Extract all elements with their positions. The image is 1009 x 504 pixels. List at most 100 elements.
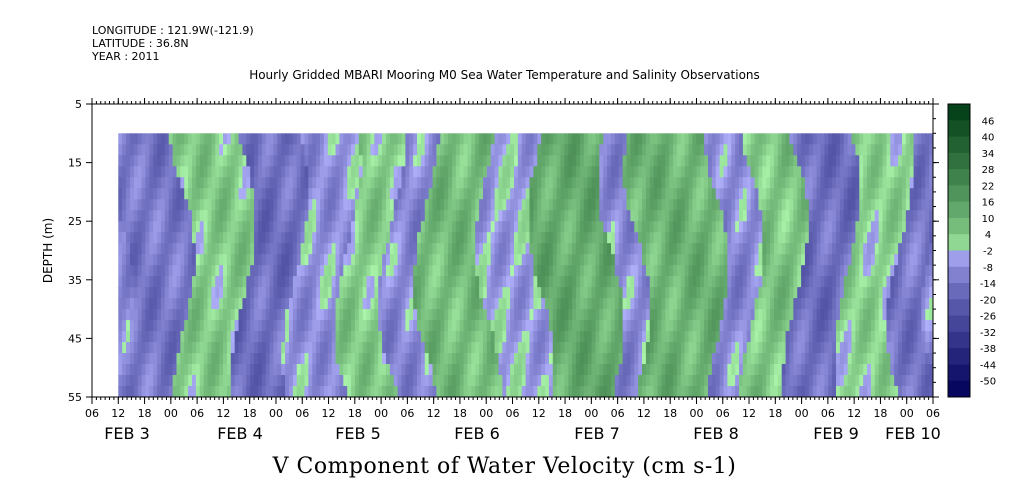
heatmap-cell bbox=[424, 386, 430, 397]
heatmap-cell bbox=[742, 177, 748, 189]
heatmap-cell bbox=[867, 265, 872, 277]
heatmap-cell bbox=[385, 287, 391, 299]
heatmap-cell bbox=[707, 331, 713, 343]
heatmap-cell bbox=[250, 155, 255, 167]
heatmap-cell bbox=[610, 210, 616, 222]
heatmap-cell bbox=[129, 221, 135, 233]
heatmap-cell bbox=[211, 287, 216, 299]
heatmap-cell bbox=[700, 133, 705, 145]
heatmap-cell bbox=[537, 353, 542, 365]
heatmap-cell bbox=[731, 386, 736, 397]
heatmap-cell bbox=[684, 133, 690, 145]
heatmap-cell bbox=[347, 254, 352, 266]
heatmap-cell bbox=[490, 155, 496, 167]
heatmap-cell bbox=[661, 243, 666, 255]
heatmap-cell bbox=[870, 210, 876, 222]
heatmap-cell bbox=[471, 309, 476, 321]
heatmap-cell bbox=[700, 276, 705, 288]
heatmap-cell bbox=[870, 375, 876, 387]
heatmap-cell bbox=[870, 320, 876, 332]
heatmap-cell bbox=[843, 386, 849, 397]
heatmap-cell bbox=[370, 265, 375, 277]
heatmap-cell bbox=[541, 287, 546, 299]
heatmap-cell bbox=[281, 375, 286, 387]
heatmap-cell bbox=[347, 210, 352, 222]
heatmap-cell bbox=[207, 342, 212, 354]
heatmap-cell bbox=[583, 166, 589, 178]
heatmap-cell bbox=[804, 243, 810, 255]
heatmap-cell bbox=[164, 133, 170, 145]
heatmap-cell bbox=[191, 254, 197, 266]
heatmap-cell bbox=[533, 331, 538, 343]
heatmap-cell bbox=[836, 331, 841, 343]
heatmap-cell bbox=[894, 188, 899, 200]
heatmap-cell bbox=[432, 331, 438, 343]
heatmap-cell bbox=[137, 166, 143, 178]
heatmap-cell bbox=[448, 353, 453, 365]
heatmap-cell bbox=[886, 133, 891, 145]
heatmap-cell bbox=[828, 331, 833, 343]
heatmap-cell bbox=[859, 199, 864, 211]
heatmap-cell bbox=[211, 309, 216, 321]
heatmap-cell bbox=[308, 320, 313, 332]
heatmap-cell bbox=[909, 298, 915, 310]
heatmap-cell bbox=[374, 254, 379, 266]
heatmap-cell bbox=[440, 287, 445, 299]
heatmap-cell bbox=[525, 386, 531, 397]
heatmap-cell bbox=[273, 133, 278, 145]
heatmap-cell bbox=[444, 232, 449, 244]
heatmap-cell bbox=[122, 320, 127, 332]
heatmap-cell bbox=[160, 287, 166, 299]
heatmap-cell bbox=[382, 320, 387, 332]
heatmap-cell bbox=[867, 287, 872, 299]
heatmap-cell bbox=[502, 309, 507, 321]
heatmap-cell bbox=[451, 342, 457, 354]
heatmap-cell bbox=[529, 221, 534, 233]
heatmap-cell bbox=[339, 232, 344, 244]
heatmap-cell bbox=[498, 166, 503, 178]
heatmap-cell bbox=[498, 177, 503, 189]
heatmap-cell bbox=[242, 320, 247, 332]
heatmap-cell bbox=[917, 375, 922, 387]
heatmap-cell bbox=[618, 287, 624, 299]
heatmap-cell bbox=[188, 353, 193, 365]
heatmap-cell bbox=[587, 232, 593, 244]
heatmap-cell bbox=[867, 199, 872, 211]
heatmap-cell bbox=[118, 199, 123, 211]
heatmap-cell bbox=[281, 353, 286, 365]
heatmap-cell bbox=[739, 342, 744, 354]
heatmap-cell bbox=[246, 254, 251, 266]
heatmap-cell bbox=[661, 265, 666, 277]
heatmap-cell bbox=[230, 199, 236, 211]
heatmap-cell bbox=[300, 133, 306, 145]
heatmap-cell bbox=[867, 210, 872, 222]
heatmap-cell bbox=[401, 232, 406, 244]
heatmap-cell bbox=[389, 287, 395, 299]
heatmap-cell bbox=[401, 309, 406, 321]
heatmap-cell bbox=[409, 188, 414, 200]
heatmap-cell bbox=[576, 177, 581, 189]
heatmap-cell bbox=[432, 199, 438, 211]
heatmap-cell bbox=[498, 342, 503, 354]
heatmap-cell bbox=[300, 353, 306, 365]
heatmap-cell bbox=[479, 287, 484, 299]
heatmap-cell bbox=[168, 133, 174, 145]
heatmap-cell bbox=[750, 188, 756, 200]
heatmap-cell bbox=[250, 232, 255, 244]
heatmap-cell bbox=[901, 276, 907, 288]
heatmap-cell bbox=[122, 265, 127, 277]
heatmap-cell bbox=[397, 199, 403, 211]
heatmap-cell bbox=[626, 320, 631, 332]
heatmap-cell bbox=[366, 155, 372, 167]
heatmap-cell bbox=[327, 353, 333, 365]
heatmap-cell bbox=[265, 221, 271, 233]
heatmap-cell bbox=[482, 309, 488, 321]
heatmap-cell bbox=[413, 265, 418, 277]
heatmap-cell bbox=[610, 188, 616, 200]
heatmap-cell bbox=[448, 166, 453, 178]
heatmap-cell bbox=[188, 342, 193, 354]
heatmap-cell bbox=[335, 199, 341, 211]
heatmap-cell bbox=[223, 375, 228, 387]
heatmap-cell bbox=[673, 309, 678, 321]
heatmap-cell bbox=[242, 353, 247, 365]
